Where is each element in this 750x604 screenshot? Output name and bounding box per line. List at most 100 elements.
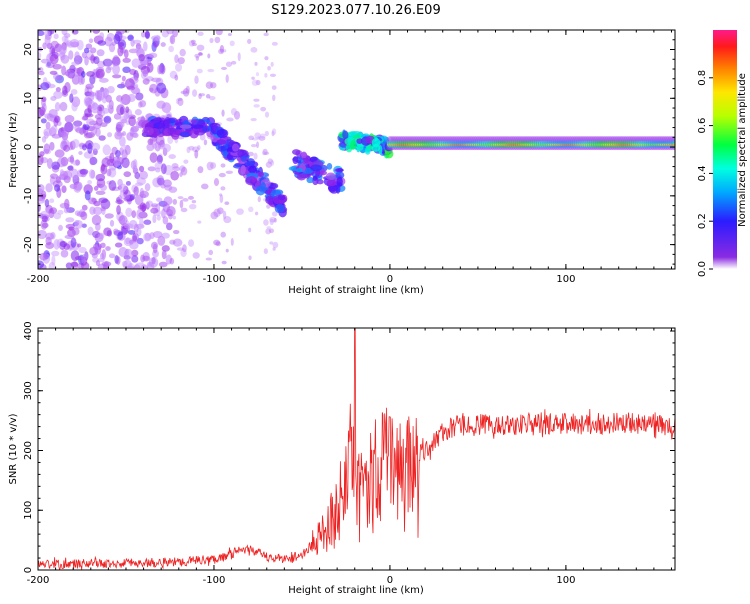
- heatmap-cell: [237, 149, 249, 159]
- heatmap-cell: [177, 196, 184, 200]
- heatmap-cell: [168, 154, 176, 160]
- heatmap-cell: [316, 179, 324, 185]
- heatmap-cell: [51, 255, 56, 266]
- heatmap-cell: [254, 132, 261, 139]
- heatmap-cell: [250, 47, 258, 53]
- heatmap-cell: [156, 214, 161, 221]
- heatmap-cell: [296, 173, 307, 181]
- heatmap-cell: [116, 95, 123, 102]
- snr-x-tick-label: 100: [556, 575, 575, 586]
- heatmap-cell: [54, 102, 61, 112]
- heatmap-cell: [172, 238, 183, 247]
- heatmap-cell: [51, 133, 62, 139]
- heatmap-cell: [144, 183, 151, 192]
- heatmap-cell: [167, 135, 174, 145]
- heatmap-cell: [71, 227, 80, 236]
- heatmap-cell: [100, 164, 108, 175]
- heatmap-cell: [198, 93, 202, 100]
- heatmap-cell: [151, 77, 162, 83]
- heatmap-cell: [154, 161, 164, 170]
- heatmap-cell: [156, 82, 167, 94]
- heatmap-cell: [264, 130, 269, 137]
- snr-y-axis-label: SNR (10 * v/v): [8, 413, 19, 484]
- heatmap-cell: [84, 56, 89, 66]
- heatmap-cell: [174, 74, 179, 81]
- heatmap-cell: [225, 74, 229, 83]
- heatmap-cell: [269, 241, 274, 245]
- heatmap-cell: [113, 228, 119, 234]
- heatmap-cell: [127, 93, 136, 103]
- heatmap-cell: [104, 213, 114, 219]
- heatmap-cell: [149, 83, 158, 94]
- heatmap-cell: [91, 214, 102, 226]
- heatmap-cell: [101, 107, 110, 114]
- heatmap-cell: [221, 260, 227, 265]
- heatmap-cell: [117, 231, 124, 240]
- heatmap-cell: [38, 229, 47, 240]
- heatmap-cell: [127, 263, 135, 269]
- heatmap-cell: [103, 115, 112, 124]
- heatmap-cell: [197, 31, 204, 36]
- heatmap-cell: [265, 161, 273, 168]
- heatmap-cell: [38, 67, 44, 73]
- heatmap-cell: [223, 216, 232, 224]
- heatmap-cell: [60, 54, 70, 64]
- heatmap-cell: [192, 146, 200, 153]
- heatmap-cell: [181, 166, 188, 176]
- heatmap-cell: [175, 63, 183, 72]
- heatmap-cell: [64, 234, 75, 239]
- heatmap-cell: [230, 108, 238, 116]
- heatmap-cell: [93, 186, 99, 191]
- heatmap-cell: [70, 261, 79, 267]
- heatmap-cell: [198, 93, 206, 97]
- heatmap-cell: [90, 142, 101, 151]
- heatmap-cell: [102, 144, 111, 156]
- heatmap-cell: [310, 164, 323, 172]
- heatmap-cell: [77, 243, 82, 248]
- heatmap-cell: [81, 254, 87, 264]
- heatmap-cell: [342, 130, 349, 139]
- heatmap-cell: [150, 207, 159, 214]
- heatmap-cell: [180, 90, 188, 95]
- heatmap-cell: [205, 81, 214, 89]
- heatmap-cell: [292, 156, 299, 165]
- heatmap-cell: [41, 215, 48, 223]
- heatmap-cell: [155, 167, 161, 173]
- heatmap-cell: [156, 154, 163, 164]
- heatmap-cell: [149, 152, 158, 163]
- heatmap-cell: [157, 64, 162, 75]
- heatmap-cell: [183, 159, 189, 164]
- heatmap-cell: [147, 138, 154, 146]
- heatmap-cell: [224, 201, 230, 206]
- heatmap-cell: [213, 178, 220, 187]
- heatmap-cell: [192, 89, 198, 97]
- snr-y-tick-label: 0: [23, 567, 34, 573]
- heatmap-cell: [45, 232, 55, 240]
- heatmap-cell: [170, 35, 174, 44]
- heatmap-cell: [120, 81, 125, 88]
- heatmap-cell: [75, 159, 80, 166]
- heatmap-cell: [106, 104, 113, 109]
- heatmap-cell: [209, 82, 217, 89]
- heatmap-cell: [207, 68, 215, 73]
- heatmap-cell: [268, 228, 275, 234]
- heatmap-cell: [220, 145, 227, 152]
- heatmap-cell: [177, 97, 183, 102]
- heatmap-cell: [146, 62, 154, 73]
- heatmap-cell: [151, 35, 161, 41]
- heatmap-cell: [61, 30, 68, 36]
- heatmap-cell: [121, 131, 127, 137]
- heatmap-cell: [62, 85, 68, 96]
- heatmap-cell: [155, 135, 165, 146]
- heatmap-cell: [196, 44, 205, 51]
- heatmap-cell: [114, 242, 123, 248]
- heatmap-cell: [219, 193, 223, 197]
- heatmap-cell: [264, 72, 268, 78]
- heatmap-cell: [45, 121, 51, 130]
- heatmap-cell: [336, 176, 343, 187]
- heatmap-cell: [263, 248, 268, 255]
- heatmap-cell: [177, 136, 185, 140]
- spectrogram-y-tick-label: -10: [23, 188, 34, 204]
- heatmap-cell: [272, 94, 276, 102]
